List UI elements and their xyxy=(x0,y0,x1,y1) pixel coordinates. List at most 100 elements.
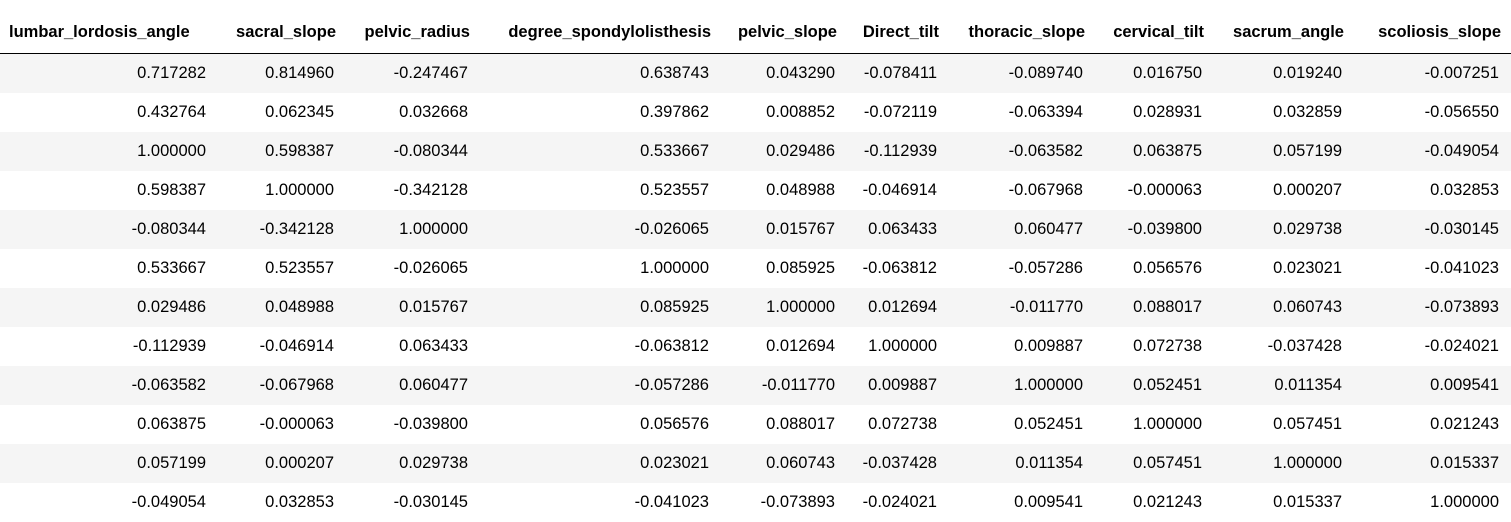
table-cell-sacral-slope: -0.046914 xyxy=(218,327,346,366)
table-cell-direct-tilt: 0.012694 xyxy=(847,288,949,327)
table-cell-pelvic-slope: 0.088017 xyxy=(721,405,847,444)
table-cell-sacral-slope: -0.342128 xyxy=(218,210,346,249)
table-cell-cervical-tilt: 0.063875 xyxy=(1095,132,1214,171)
table-cell-pelvic-radius: 1.000000 xyxy=(346,210,480,249)
table-cell-degree-spondylolisthesis: 1.000000 xyxy=(480,249,721,288)
table-cell-pelvic-radius: 0.015767 xyxy=(346,288,480,327)
table-cell-direct-tilt: -0.024021 xyxy=(847,483,949,522)
table-cell-sacrum-angle: 0.015337 xyxy=(1214,483,1354,522)
table-cell-scoliosis-slope: -0.024021 xyxy=(1354,327,1511,366)
table-cell-direct-tilt: -0.072119 xyxy=(847,93,949,132)
table-cell-pelvic-radius: -0.039800 xyxy=(346,405,480,444)
table-cell-thoracic-slope: 0.052451 xyxy=(949,405,1095,444)
table-cell-sacrum-angle: 0.032859 xyxy=(1214,93,1354,132)
table-cell-direct-tilt: -0.112939 xyxy=(847,132,949,171)
header-row: lumbar_lordosis_angle sacral_slope pelvi… xyxy=(0,12,1511,54)
table-cell-degree-spondylolisthesis: 0.533667 xyxy=(480,132,721,171)
table-cell-pelvic-radius: -0.342128 xyxy=(346,171,480,210)
table-cell-lumbar-lordosis-angle: 0.432764 xyxy=(0,93,218,132)
table-cell-lumbar-lordosis-angle: 0.533667 xyxy=(0,249,218,288)
table-cell-cervical-tilt: 1.000000 xyxy=(1095,405,1214,444)
table-cell-degree-spondylolisthesis: -0.063812 xyxy=(480,327,721,366)
table-cell-cervical-tilt: 0.056576 xyxy=(1095,249,1214,288)
table-cell-direct-tilt: 0.009887 xyxy=(847,366,949,405)
table-cell-cervical-tilt: 0.028931 xyxy=(1095,93,1214,132)
table-cell-degree-spondylolisthesis: 0.056576 xyxy=(480,405,721,444)
column-header-pelvic-radius: pelvic_radius xyxy=(346,12,480,54)
table-cell-scoliosis-slope: 0.032853 xyxy=(1354,171,1511,210)
table-cell-pelvic-radius: 0.063433 xyxy=(346,327,480,366)
table-cell-thoracic-slope: 0.060477 xyxy=(949,210,1095,249)
table-cell-thoracic-slope: 0.011354 xyxy=(949,444,1095,483)
table-cell-sacral-slope: 0.062345 xyxy=(218,93,346,132)
table-cell-degree-spondylolisthesis: 0.638743 xyxy=(480,54,721,94)
table-cell-sacrum-angle: 0.011354 xyxy=(1214,366,1354,405)
table-cell-degree-spondylolisthesis: -0.041023 xyxy=(480,483,721,522)
table-cell-lumbar-lordosis-angle: -0.112939 xyxy=(0,327,218,366)
table-cell-degree-spondylolisthesis: 0.397862 xyxy=(480,93,721,132)
column-header-direct-tilt: Direct_tilt xyxy=(847,12,949,54)
table-cell-direct-tilt: -0.037428 xyxy=(847,444,949,483)
table-cell-lumbar-lordosis-angle: -0.063582 xyxy=(0,366,218,405)
table-cell-scoliosis-slope: -0.007251 xyxy=(1354,54,1511,94)
table-cell-cervical-tilt: 0.057451 xyxy=(1095,444,1214,483)
table-cell-cervical-tilt: -0.000063 xyxy=(1095,171,1214,210)
table-cell-sacrum-angle: -0.037428 xyxy=(1214,327,1354,366)
table-cell-sacral-slope: 0.523557 xyxy=(218,249,346,288)
table-cell-cervical-tilt: 0.088017 xyxy=(1095,288,1214,327)
table-cell-sacral-slope: 0.048988 xyxy=(218,288,346,327)
table-cell-lumbar-lordosis-angle: 0.717282 xyxy=(0,54,218,94)
table-cell-pelvic-radius: 0.060477 xyxy=(346,366,480,405)
table-cell-pelvic-slope: 0.043290 xyxy=(721,54,847,94)
table-cell-scoliosis-slope: 0.015337 xyxy=(1354,444,1511,483)
correlation-table: lumbar_lordosis_angle sacral_slope pelvi… xyxy=(0,12,1511,522)
table-cell-sacrum-angle: 0.057199 xyxy=(1214,132,1354,171)
column-header-sacrum-angle: sacrum_angle xyxy=(1214,12,1354,54)
table-cell-scoliosis-slope: -0.049054 xyxy=(1354,132,1511,171)
table-cell-thoracic-slope: 0.009887 xyxy=(949,327,1095,366)
table-cell-degree-spondylolisthesis: -0.026065 xyxy=(480,210,721,249)
table-cell-pelvic-radius: -0.026065 xyxy=(346,249,480,288)
table-cell-sacral-slope: 0.814960 xyxy=(218,54,346,94)
table-cell-sacrum-angle: 0.019240 xyxy=(1214,54,1354,94)
table-cell-scoliosis-slope: 0.009541 xyxy=(1354,366,1511,405)
table-cell-scoliosis-slope: -0.030145 xyxy=(1354,210,1511,249)
table-cell-pelvic-radius: 0.032668 xyxy=(346,93,480,132)
table-cell-cervical-tilt: 0.052451 xyxy=(1095,366,1214,405)
table-cell-lumbar-lordosis-angle: 0.063875 xyxy=(0,405,218,444)
table-cell-scoliosis-slope: -0.056550 xyxy=(1354,93,1511,132)
table-cell-pelvic-radius: -0.247467 xyxy=(346,54,480,94)
table-cell-cervical-tilt: 0.072738 xyxy=(1095,327,1214,366)
table-cell-thoracic-slope: -0.067968 xyxy=(949,171,1095,210)
table-cell-direct-tilt: -0.078411 xyxy=(847,54,949,94)
table-cell-thoracic-slope: -0.057286 xyxy=(949,249,1095,288)
table-cell-direct-tilt: 1.000000 xyxy=(847,327,949,366)
table-cell-lumbar-lordosis-angle: 0.057199 xyxy=(0,444,218,483)
table-cell-sacrum-angle: 0.060743 xyxy=(1214,288,1354,327)
table-cell-lumbar-lordosis-angle: -0.049054 xyxy=(0,483,218,522)
column-header-scoliosis-slope: scoliosis_slope xyxy=(1354,12,1511,54)
table-cell-pelvic-slope: 0.060743 xyxy=(721,444,847,483)
table-cell-degree-spondylolisthesis: 0.023021 xyxy=(480,444,721,483)
table-cell-scoliosis-slope: -0.041023 xyxy=(1354,249,1511,288)
table-cell-thoracic-slope: -0.063582 xyxy=(949,132,1095,171)
table-cell-pelvic-slope: 0.008852 xyxy=(721,93,847,132)
table-cell-degree-spondylolisthesis: 0.523557 xyxy=(480,171,721,210)
table-cell-pelvic-slope: -0.011770 xyxy=(721,366,847,405)
column-header-thoracic-slope: thoracic_slope xyxy=(949,12,1095,54)
table-cell-pelvic-slope: 0.012694 xyxy=(721,327,847,366)
table-cell-sacral-slope: 0.032853 xyxy=(218,483,346,522)
table-cell-lumbar-lordosis-angle: 0.029486 xyxy=(0,288,218,327)
table-cell-thoracic-slope: -0.089740 xyxy=(949,54,1095,94)
table-cell-cervical-tilt: 0.021243 xyxy=(1095,483,1214,522)
